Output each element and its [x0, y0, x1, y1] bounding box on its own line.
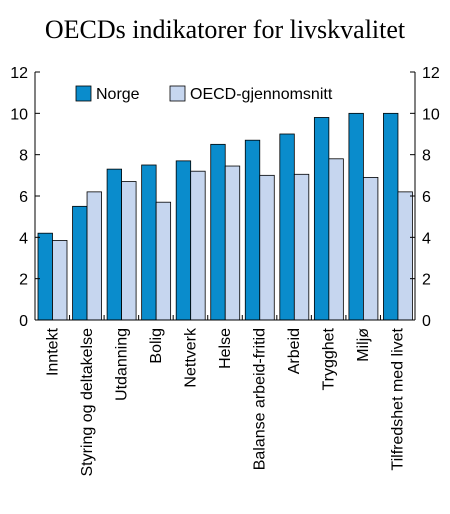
category-label-7: Arbeid [286, 328, 303, 374]
y-tick-label-left-1: 2 [19, 272, 28, 289]
y-tick-label-right-2: 4 [422, 230, 431, 247]
y-tick-label-right-1: 2 [422, 272, 431, 289]
category-label-0: Inntekt [44, 327, 61, 376]
y-tick-label-left-2: 4 [19, 230, 28, 247]
category-label-9: Miljø [355, 328, 372, 362]
category-label-3: Bolig [148, 328, 165, 364]
category-label-6: Balanse arbeid-fritid [252, 328, 269, 470]
legend-swatch-norge [75, 85, 92, 102]
y-tick-label-right-5: 10 [422, 106, 440, 123]
bar-oecd-8 [328, 158, 344, 321]
bar-norge-2 [106, 168, 122, 321]
bar-norge-1 [72, 205, 88, 321]
bar-oecd-3 [155, 201, 172, 321]
y-axis-left: 0 2 4 6 8 10 12 [10, 65, 40, 330]
chart-title: OECDs indikatorer for livskvalitet [45, 15, 406, 44]
y-tick-label-right-0: 0 [422, 313, 431, 330]
bar-norge-4 [175, 160, 192, 321]
category-label-10: Tilfredshet med livet [390, 327, 407, 470]
x-axis: Inntekt Styring og deltakelse Utdanning Bol… [44, 315, 407, 477]
y-tick-label-left-6: 12 [10, 65, 28, 82]
y-tick-label-left-0: 0 [19, 313, 28, 330]
bar-norge-7 [279, 133, 295, 321]
bar-oecd-10 [397, 191, 413, 321]
y-axis-right: 0 2 4 6 8 10 12 [410, 65, 440, 330]
bar-norge-3 [141, 164, 157, 321]
bar-oecd-6 [259, 174, 275, 321]
category-label-1: Styring og deltakelse [79, 328, 96, 477]
bar-oecd-7 [293, 173, 310, 321]
category-label-4: Nettverk [182, 327, 199, 388]
bar-oecd-0 [52, 240, 68, 321]
bar-oecd-5 [224, 165, 241, 321]
legend-label-oecd: OECD-gjennomsnitt [190, 86, 333, 103]
y-tick-label-left-4: 8 [19, 148, 28, 165]
y-tick-label-left-5: 10 [10, 106, 28, 123]
y-tick-label-left-3: 6 [19, 189, 28, 206]
bar-norge-8 [313, 117, 330, 321]
bar-oecd-2 [121, 181, 137, 321]
legend-label-norge: Norge [96, 86, 140, 103]
y-tick-label-right-4: 8 [422, 148, 431, 165]
legend: Norge OECD-gjennomsnitt [75, 85, 333, 103]
bar-oecd-4 [190, 170, 206, 321]
bar-norge-5 [210, 143, 226, 321]
legend-swatch-oecd [169, 85, 186, 102]
bar-norge-9 [348, 112, 364, 321]
bar-oecd-1 [86, 191, 102, 321]
category-label-2: Utdanning [113, 328, 130, 401]
category-label-5: Helse [217, 328, 234, 369]
y-tick-label-right-3: 6 [422, 189, 431, 206]
bar-norge-0 [37, 232, 53, 321]
plot-area [34, 72, 416, 321]
bar-norge-6 [244, 139, 261, 321]
bar-norge-10 [383, 112, 399, 321]
category-label-8: Trygghet [321, 327, 338, 390]
bar-oecd-9 [363, 176, 379, 321]
y-tick-label-right-6: 12 [422, 65, 440, 82]
